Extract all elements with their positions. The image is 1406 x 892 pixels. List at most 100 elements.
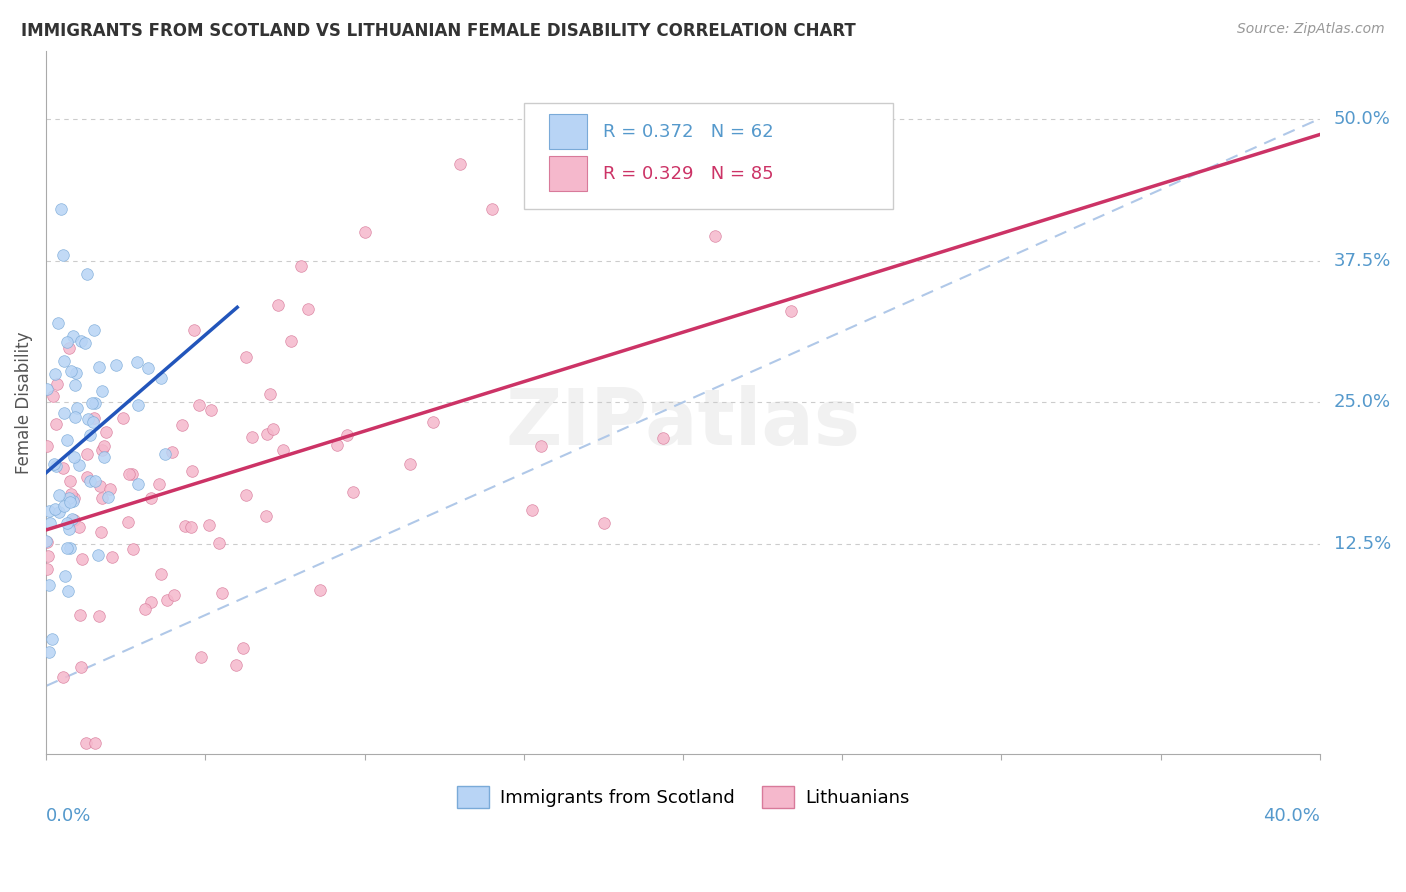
Point	[63, 450, 86, 464]
Point	[704, 228, 727, 243]
Point	[125, 355, 148, 369]
Point	[297, 302, 319, 317]
Point	[208, 536, 231, 550]
Point	[89, 609, 111, 624]
Point	[117, 515, 139, 529]
Point	[139, 491, 162, 505]
Text: R = 0.329   N = 85: R = 0.329 N = 85	[603, 165, 773, 183]
Point	[73, 336, 96, 351]
Point	[82, 415, 104, 429]
Point	[254, 509, 277, 524]
Text: R = 0.372   N = 62: R = 0.372 N = 62	[603, 122, 773, 141]
Point	[59, 474, 82, 488]
Point	[308, 582, 330, 597]
Point	[58, 341, 80, 355]
Point	[55, 335, 77, 350]
Point	[90, 491, 112, 505]
Point	[35, 439, 58, 453]
Point	[52, 354, 75, 368]
Point	[37, 382, 59, 396]
Point	[779, 304, 801, 318]
Point	[342, 485, 364, 500]
Point	[353, 225, 375, 239]
Point	[60, 512, 83, 526]
Point	[79, 428, 101, 442]
Point	[190, 650, 212, 665]
Point	[84, 736, 107, 750]
Point	[127, 476, 149, 491]
Point	[290, 259, 312, 273]
Point	[45, 377, 67, 392]
FancyBboxPatch shape	[524, 103, 893, 209]
Point	[62, 493, 84, 508]
Point	[65, 401, 87, 416]
Point	[37, 561, 59, 575]
Point	[90, 525, 112, 540]
Point	[52, 670, 75, 684]
Point	[48, 505, 70, 519]
Point	[481, 202, 503, 217]
Point	[118, 467, 141, 481]
Point	[240, 430, 263, 444]
Point	[651, 431, 673, 445]
Point	[181, 464, 204, 478]
Point	[63, 378, 86, 392]
Point	[101, 549, 124, 564]
Point	[44, 502, 66, 516]
Point	[150, 567, 173, 582]
Point	[59, 541, 82, 555]
Point	[67, 458, 90, 472]
Point	[52, 461, 75, 475]
Point	[148, 476, 170, 491]
Point	[180, 520, 202, 534]
Point	[38, 516, 60, 530]
Bar	[550, 156, 588, 192]
Point	[35, 535, 58, 549]
Point	[87, 548, 110, 562]
Y-axis label: Female Disability: Female Disability	[15, 331, 32, 474]
Point	[170, 417, 193, 432]
Point	[80, 395, 103, 409]
Point	[53, 569, 76, 583]
Point	[42, 457, 65, 471]
Point	[59, 487, 82, 501]
Point	[76, 267, 98, 281]
Text: IMMIGRANTS FROM SCOTLAND VS LITHUANIAN FEMALE DISABILITY CORRELATION CHART: IMMIGRANTS FROM SCOTLAND VS LITHUANIAN F…	[21, 22, 856, 40]
Point	[134, 602, 156, 616]
Text: Source: ZipAtlas.com: Source: ZipAtlas.com	[1237, 22, 1385, 37]
Point	[121, 541, 143, 556]
Point	[52, 406, 75, 420]
Point	[58, 583, 80, 598]
Point	[197, 517, 219, 532]
Point	[90, 443, 112, 458]
Point	[45, 458, 67, 473]
Point	[38, 577, 60, 591]
Point	[111, 411, 134, 425]
Text: 40.0%: 40.0%	[1263, 806, 1320, 825]
Text: 37.5%: 37.5%	[1334, 252, 1391, 269]
Text: 0.0%: 0.0%	[46, 806, 91, 825]
Point	[336, 428, 359, 442]
Point	[91, 384, 114, 398]
Point	[56, 433, 79, 447]
Point	[56, 516, 79, 530]
Point	[104, 358, 127, 372]
Point	[149, 371, 172, 385]
Point	[139, 595, 162, 609]
Point	[69, 607, 91, 622]
Point	[70, 660, 93, 674]
Point	[63, 491, 86, 505]
Point	[160, 445, 183, 459]
Point	[127, 399, 149, 413]
Point	[211, 586, 233, 600]
Point	[200, 402, 222, 417]
Point	[77, 411, 100, 425]
Point	[592, 516, 614, 531]
Point	[58, 491, 80, 506]
Point	[52, 248, 75, 262]
Point	[83, 475, 105, 489]
Point	[97, 491, 120, 505]
Point	[65, 366, 87, 380]
Point	[188, 398, 211, 412]
Point	[44, 367, 66, 381]
